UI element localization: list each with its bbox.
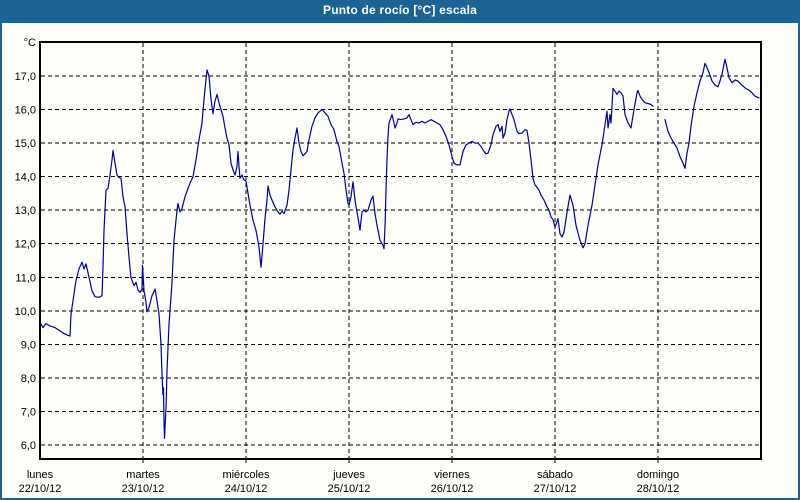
x-day-date: 24/10/12: [225, 483, 268, 495]
y-tick-label: 14,0: [15, 172, 36, 184]
x-day-date: 28/10/12: [637, 483, 680, 495]
y-tick-label: 6,0: [21, 440, 36, 452]
x-day-date: 26/10/12: [431, 483, 474, 495]
y-axis-unit-label: °C: [24, 37, 36, 49]
y-tick-label: 17,0: [15, 71, 36, 83]
y-tick-label: 13,0: [15, 205, 36, 217]
x-day-date: 23/10/12: [122, 483, 165, 495]
chart-title: Punto de rocío [°C] escala: [322, 3, 478, 17]
y-tick-label: 15,0: [15, 138, 36, 150]
x-day-date: 22/10/12: [19, 483, 62, 495]
x-axis-labels: lunes 22/10/12 martes 23/10/12 miércoles 24/1…: [19, 469, 680, 495]
x-day-name: miércoles: [222, 469, 270, 481]
dew-point-line-segment: [39, 69, 654, 439]
x-day-date: 27/10/12: [534, 483, 577, 495]
x-day-name: viernes: [434, 469, 470, 481]
y-tick-label: 8,0: [21, 373, 36, 385]
x-day-name: jueves: [332, 469, 365, 481]
x-day-name: lunes: [27, 469, 54, 481]
dew-point-line-segment: [664, 58, 760, 169]
gridlines: [41, 43, 760, 458]
title-bar: Punto de rocío [°C] escala: [0, 0, 800, 21]
x-day-date: 25/10/12: [328, 483, 371, 495]
window-frame: [0, 21, 800, 500]
y-tick-label: 10,0: [15, 306, 36, 318]
y-tick-label: 9,0: [21, 339, 36, 351]
plot-border: [39, 41, 762, 460]
y-tick-label: 11,0: [15, 272, 36, 284]
x-day-name: martes: [126, 469, 160, 481]
dew-point-line: [39, 58, 760, 439]
x-day-name: sábado: [537, 469, 573, 481]
y-tick-label: 12,0: [15, 239, 36, 251]
y-tick-label: 16,0: [15, 105, 36, 117]
x-axis-ticks: [142, 459, 659, 466]
x-day-name: domingo: [637, 469, 679, 481]
y-axis-labels: °C 17,0 16,0 15,0 14,0 13,0 12,0 11,0 10,0 9,0 8,0…: [15, 37, 36, 452]
y-tick-label: 7,0: [21, 406, 36, 418]
